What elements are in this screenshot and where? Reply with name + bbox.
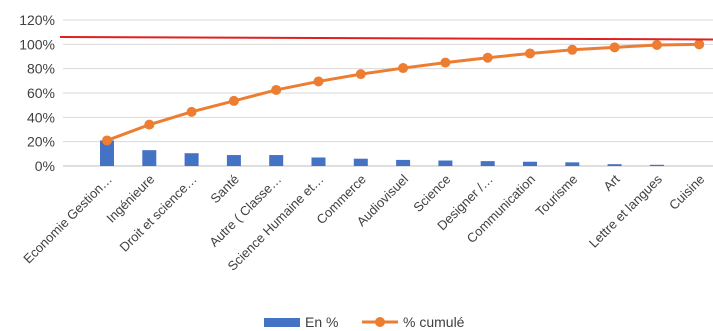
cumulative-point [525,48,535,59]
bar [100,140,114,166]
cumulative-point [567,44,578,55]
bar-series [100,140,664,166]
cumulative-point [102,135,112,146]
y-axis-tick-labels: 0% 20% 40% 60% 80% 100% 120% [19,12,55,174]
x-tick-label: Droit et science… [117,172,200,255]
cumulative-line [106,42,700,142]
y-tick-label: 40% [27,109,55,125]
cumulative-point [271,84,282,95]
bar [226,155,241,166]
y-tick-label: 120% [19,12,55,28]
bar [184,153,199,166]
x-tick-label: Cuisine [666,172,707,213]
x-tick-label: Economie Gestion… [20,172,115,267]
legend-bar-label: En % [305,314,338,330]
cumulative-point [609,42,620,53]
bar [480,161,495,166]
y-tick-label: 60% [27,85,55,101]
cumulative-point [398,63,409,74]
x-tick-label: Santé [207,172,242,207]
cumulative-point [440,57,451,68]
bar [396,159,411,166]
cumulative-point [694,39,705,50]
cumulative-point [482,52,493,63]
legend-line-label: % cumulé [403,314,465,330]
x-tick-label: Tourisme [533,172,581,220]
x-tick-label: Lettre et langues [586,171,665,250]
x-tick-label: Autre ( Classe… [206,172,284,250]
bar [438,160,453,166]
y-tick-label: 0% [35,158,55,174]
bar [523,161,537,166]
cumulative-point [186,106,197,117]
x-tick-label: Art [600,171,623,194]
bar [565,162,580,166]
legend-bar-swatch [264,318,300,327]
bar [353,158,368,166]
cumulative-line-series [102,39,705,146]
legend-line-marker [375,317,385,327]
cumulative-point [651,39,662,50]
bar [607,164,622,166]
bar [311,157,326,166]
legend: En % % cumulé [264,314,465,330]
cumulative-point [144,119,155,130]
gridlines [63,19,713,167]
reference-line [59,36,713,41]
bar [142,150,157,166]
y-tick-label: 20% [27,134,55,150]
y-tick-label: 100% [19,36,55,52]
reference-line-layer [59,36,713,41]
bar [269,155,284,166]
y-tick-label: 80% [27,61,55,77]
cumulative-point [355,69,366,80]
bar [649,164,664,166]
cumulative-point [228,95,239,106]
cumulative-point [313,76,324,87]
